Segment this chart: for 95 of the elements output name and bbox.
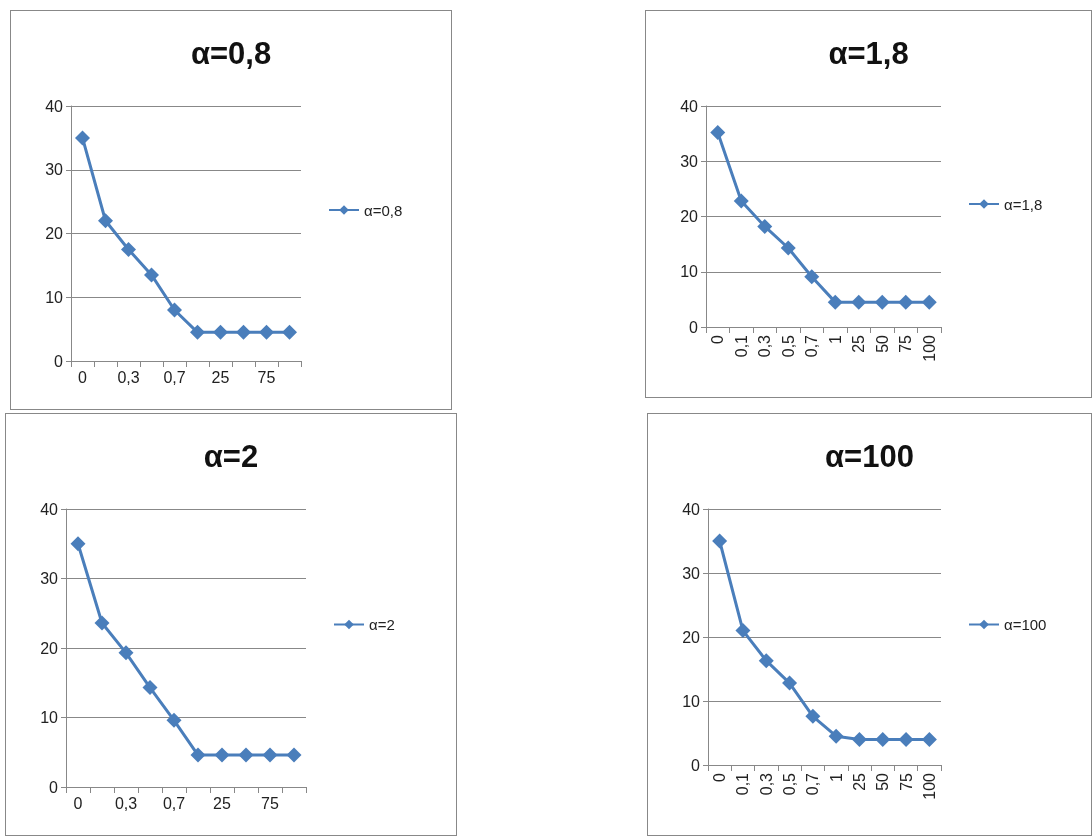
point bbox=[921, 294, 937, 310]
y-tick-label: 40 bbox=[680, 97, 699, 115]
point bbox=[259, 324, 274, 340]
y-tick-label: 40 bbox=[682, 500, 701, 518]
x-tick-label: 75 bbox=[257, 368, 276, 386]
point bbox=[780, 240, 796, 256]
point bbox=[118, 645, 134, 661]
chart-title: α=0,8 bbox=[190, 36, 272, 71]
y-tick-label: 10 bbox=[40, 709, 59, 726]
chart-title: α=100 bbox=[825, 439, 914, 474]
point bbox=[262, 747, 278, 763]
x-tick-label: 75 bbox=[261, 794, 279, 812]
y-tick-label: 40 bbox=[45, 97, 64, 115]
y-tick-label: 10 bbox=[682, 692, 701, 710]
chart-title: α=1,8 bbox=[828, 36, 909, 71]
x-tick-label: 0,3 bbox=[756, 334, 774, 358]
point bbox=[805, 708, 821, 724]
x-tick-label: 75 bbox=[897, 334, 915, 353]
x-tick-label: 0,5 bbox=[779, 334, 797, 358]
point bbox=[733, 193, 749, 209]
chart-title: α=2 bbox=[203, 439, 259, 474]
point bbox=[875, 731, 891, 747]
point bbox=[190, 747, 206, 763]
point bbox=[710, 125, 726, 141]
y-tick-label: 10 bbox=[680, 263, 699, 281]
point bbox=[712, 533, 728, 549]
point bbox=[94, 615, 110, 631]
x-tick-label: 50 bbox=[873, 334, 891, 353]
legend-label: α=2 bbox=[369, 616, 395, 633]
x-tick-label: 0,5 bbox=[781, 772, 799, 796]
point bbox=[828, 728, 844, 744]
y-tick-label: 30 bbox=[682, 564, 701, 582]
point bbox=[236, 324, 251, 340]
point bbox=[166, 712, 182, 728]
y-tick-label: 20 bbox=[680, 208, 699, 225]
x-tick-label: 50 bbox=[874, 772, 892, 791]
point bbox=[921, 731, 937, 747]
point bbox=[851, 294, 867, 310]
legend-label: α=0,8 bbox=[364, 201, 403, 219]
point bbox=[142, 680, 158, 696]
point bbox=[874, 294, 890, 310]
legend-label: α=1,8 bbox=[1004, 195, 1043, 213]
x-tick-label: 25 bbox=[850, 334, 868, 353]
point bbox=[121, 241, 136, 257]
y-tick-label: 40 bbox=[40, 500, 59, 518]
x-tick-label: 100 bbox=[920, 772, 938, 800]
x-tick-label: 0,7 bbox=[163, 368, 186, 386]
y-tick-label: 20 bbox=[682, 628, 701, 646]
y-tick-label: 20 bbox=[45, 225, 64, 242]
point bbox=[214, 747, 230, 763]
y-tick-label: 0 bbox=[54, 352, 64, 370]
point bbox=[238, 747, 254, 763]
y-tick-label: 30 bbox=[45, 161, 64, 179]
point bbox=[213, 324, 228, 340]
x-tick-label: 100 bbox=[920, 334, 938, 362]
x-tick-label: 25 bbox=[211, 368, 230, 386]
x-tick-label: 0,3 bbox=[757, 772, 775, 796]
point bbox=[851, 731, 867, 747]
point bbox=[757, 218, 773, 234]
point bbox=[782, 675, 798, 691]
point bbox=[282, 324, 297, 340]
x-tick-label: 0 bbox=[709, 334, 727, 344]
x-tick-label: 0,7 bbox=[162, 794, 186, 812]
legend-label: α=100 bbox=[1004, 616, 1047, 633]
point bbox=[190, 324, 205, 340]
point bbox=[898, 731, 914, 747]
y-tick-label: 30 bbox=[680, 152, 699, 170]
y-tick-label: 10 bbox=[45, 288, 64, 306]
x-tick-label: 1 bbox=[827, 772, 845, 782]
point bbox=[735, 623, 751, 639]
point bbox=[286, 747, 302, 763]
point bbox=[75, 130, 90, 146]
x-tick-label: 75 bbox=[897, 772, 915, 791]
point bbox=[98, 213, 113, 229]
y-tick-label: 30 bbox=[40, 570, 59, 587]
point bbox=[804, 269, 820, 285]
point bbox=[144, 267, 159, 283]
x-tick-label: 0,7 bbox=[804, 772, 822, 796]
x-tick-label: 25 bbox=[850, 772, 868, 791]
x-tick-label: 0,7 bbox=[803, 334, 821, 358]
y-tick-label: 20 bbox=[40, 639, 59, 657]
point bbox=[827, 294, 843, 310]
x-tick-label: 0,1 bbox=[734, 772, 752, 796]
point bbox=[758, 653, 774, 669]
x-tick-label: 0,3 bbox=[117, 368, 140, 386]
point bbox=[167, 302, 182, 318]
point bbox=[898, 294, 914, 310]
x-tick-label: 1 bbox=[826, 334, 844, 344]
x-tick-label: 0 bbox=[73, 794, 83, 812]
x-tick-label: 0 bbox=[78, 368, 88, 386]
x-tick-label: 25 bbox=[213, 794, 231, 812]
x-tick-label: 0,3 bbox=[114, 794, 138, 812]
x-tick-label: 0 bbox=[711, 772, 729, 782]
point bbox=[70, 536, 86, 552]
x-tick-label: 0,1 bbox=[732, 334, 750, 358]
